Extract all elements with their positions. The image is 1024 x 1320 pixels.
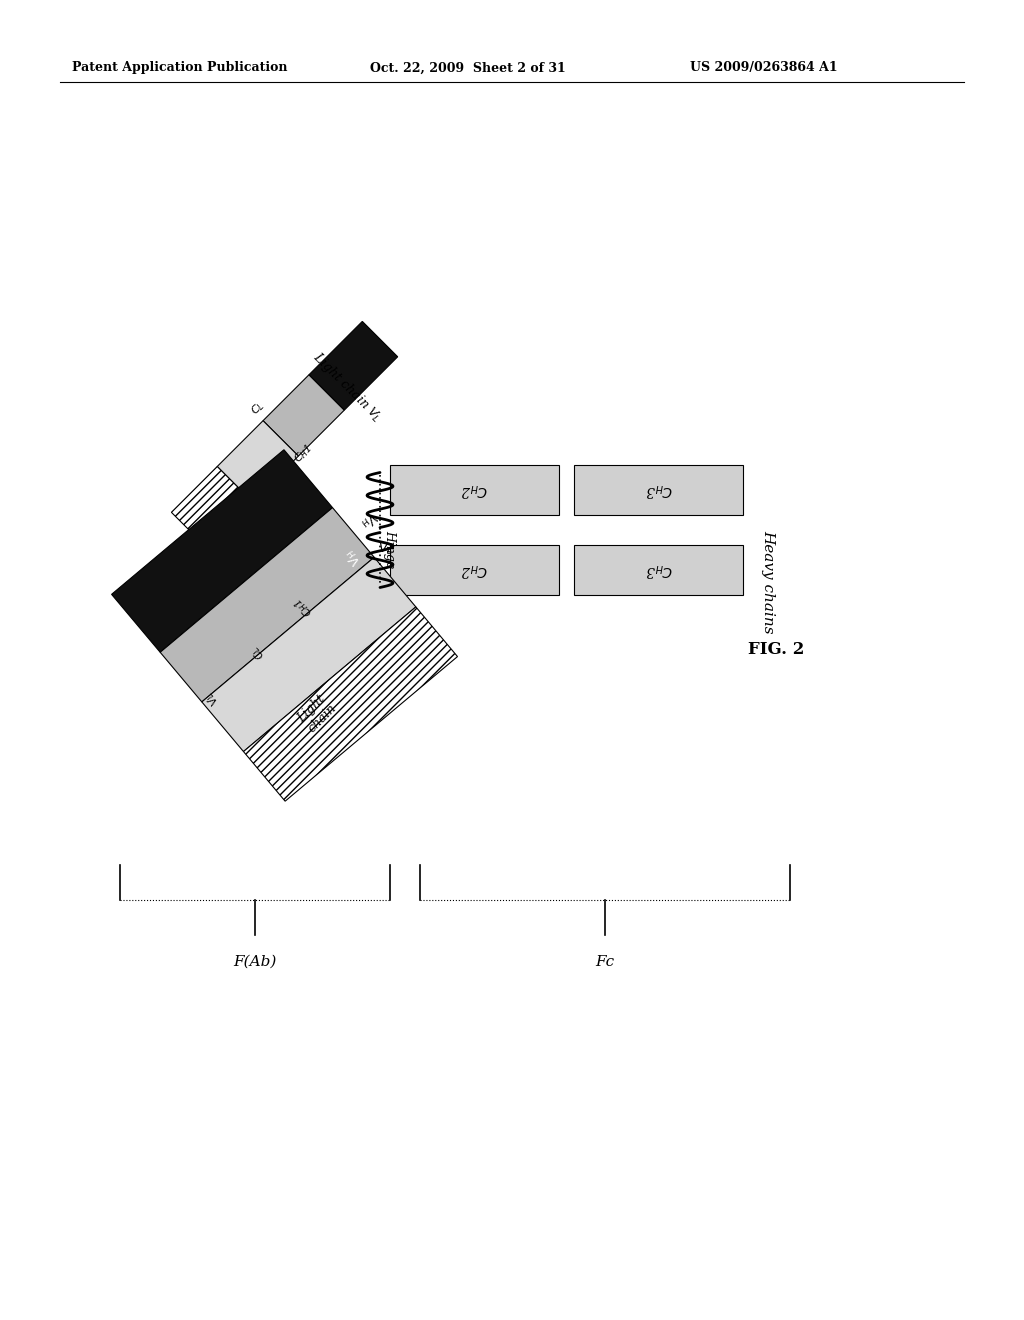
Text: $C_L$: $C_L$ [248, 643, 267, 661]
Text: $V_L$: $V_L$ [203, 688, 221, 708]
Text: $C_H$3: $C_H$3 [645, 482, 673, 499]
Bar [309, 321, 397, 411]
Bar [160, 508, 374, 702]
Text: F(Ab): F(Ab) [233, 954, 276, 969]
Text: $C_L$: $C_L$ [248, 399, 267, 417]
Text: Hinge: Hinge [384, 531, 396, 568]
Text: $V_H$: $V_H$ [356, 508, 379, 531]
Text: FIG. 2: FIG. 2 [749, 642, 805, 659]
Bar [202, 557, 416, 751]
Bar [112, 450, 333, 652]
Bar [390, 465, 559, 515]
Bar [574, 465, 743, 515]
Bar [171, 466, 253, 548]
Text: $V_H$: $V_H$ [342, 492, 365, 515]
Text: $C_H$2: $C_H$2 [461, 561, 488, 578]
Bar [244, 607, 458, 801]
Text: Light chain $V_L$: Light chain $V_L$ [308, 348, 385, 425]
Text: Fc: Fc [595, 954, 614, 969]
Bar [574, 545, 743, 595]
Bar [263, 375, 344, 455]
Text: $C_H$1: $C_H$1 [292, 441, 315, 466]
Bar [390, 545, 559, 595]
Text: $C_H$3: $C_H$3 [645, 561, 673, 578]
Text: $C_H$1: $C_H$1 [292, 594, 315, 619]
Text: Light
chain: Light chain [295, 692, 339, 735]
Text: Oct. 22, 2009  Sheet 2 of 31: Oct. 22, 2009 Sheet 2 of 31 [370, 62, 565, 74]
Text: Heavy chains: Heavy chains [762, 531, 775, 634]
Text: $C_H$2: $C_H$2 [461, 482, 488, 499]
Text: $V_H$: $V_H$ [342, 545, 365, 568]
Text: US 2009/0263864 A1: US 2009/0263864 A1 [690, 62, 838, 74]
Bar [217, 421, 298, 502]
Text: $V_L$: $V_L$ [378, 543, 393, 557]
Text: Patent Application Publication: Patent Application Publication [72, 62, 288, 74]
